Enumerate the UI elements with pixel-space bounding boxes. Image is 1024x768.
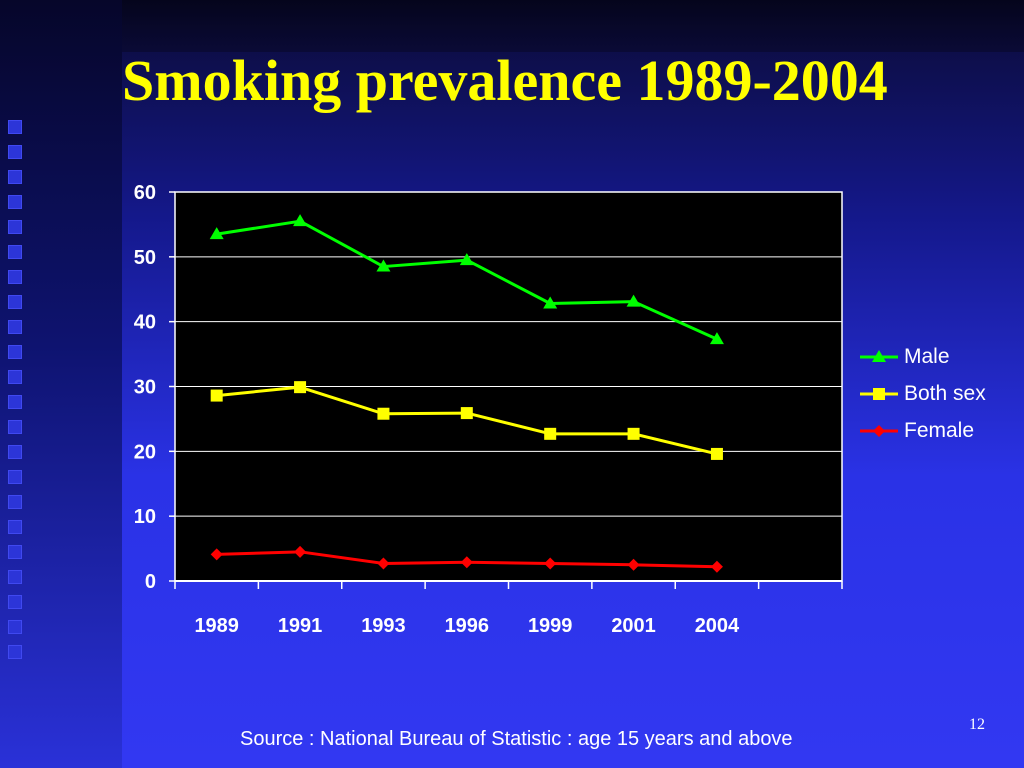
male-data-point <box>376 259 391 272</box>
female-data-point <box>377 557 390 570</box>
male-data-point <box>209 227 224 240</box>
female-data-point <box>544 557 557 570</box>
legend-label: Both sex <box>904 381 986 405</box>
x-tick-label: 1993 <box>361 615 406 637</box>
female-data-point <box>710 560 723 573</box>
both-sex-data-point <box>627 427 640 440</box>
female-data-point <box>294 545 307 558</box>
legend-label: Female <box>904 418 975 442</box>
x-tick-label: 1991 <box>278 615 323 637</box>
x-tick-label: 1989 <box>194 615 239 637</box>
y-tick-label: 10 <box>134 506 156 528</box>
female-data-point <box>460 556 473 569</box>
legend-key-both-sex <box>860 387 898 400</box>
legend-label: Male <box>904 344 950 368</box>
left-decorative-band <box>0 0 122 768</box>
top-decorative-band <box>122 0 1024 52</box>
x-tick-label: 1996 <box>445 615 490 637</box>
both-sex-data-point <box>710 447 723 460</box>
male-data-point <box>459 253 474 266</box>
legend-item-male: Male <box>860 338 986 375</box>
legend-key-male <box>860 349 898 362</box>
y-tick-label: 40 <box>134 312 156 334</box>
both-sex-data-point <box>294 381 307 394</box>
legend-key-female <box>860 424 898 437</box>
x-tick-label: 1999 <box>528 615 573 637</box>
male-data-point <box>293 214 308 227</box>
legend-item-female: Female <box>860 412 986 449</box>
slide-title: Smoking prevalence 1989-2004 <box>122 48 888 113</box>
chart-legend: Male Both sex Female <box>860 338 986 449</box>
male-data-point <box>626 294 641 307</box>
y-tick-label: 30 <box>134 377 156 399</box>
both-sex-data-point <box>210 389 223 402</box>
y-tick-label: 60 <box>134 182 156 204</box>
page-number: 12 <box>969 716 985 733</box>
x-tick-label: 2004 <box>695 615 740 637</box>
y-tick-label: 0 <box>145 571 156 593</box>
decorative-squares <box>8 120 28 670</box>
legend-item-both-sex: Both sex <box>860 375 986 412</box>
both-sex-data-point <box>377 407 390 420</box>
y-tick-label: 20 <box>134 441 156 463</box>
source-footnote: Source : National Bureau of Statistic : … <box>240 728 793 750</box>
female-data-point <box>210 548 223 561</box>
x-tick-label: 2001 <box>611 615 656 637</box>
both-sex-data-point <box>544 427 557 440</box>
both-sex-data-point <box>460 407 473 420</box>
y-tick-label: 50 <box>134 247 156 269</box>
male-data-point <box>709 332 724 345</box>
male-data-point <box>543 296 558 309</box>
female-data-point <box>627 558 640 571</box>
